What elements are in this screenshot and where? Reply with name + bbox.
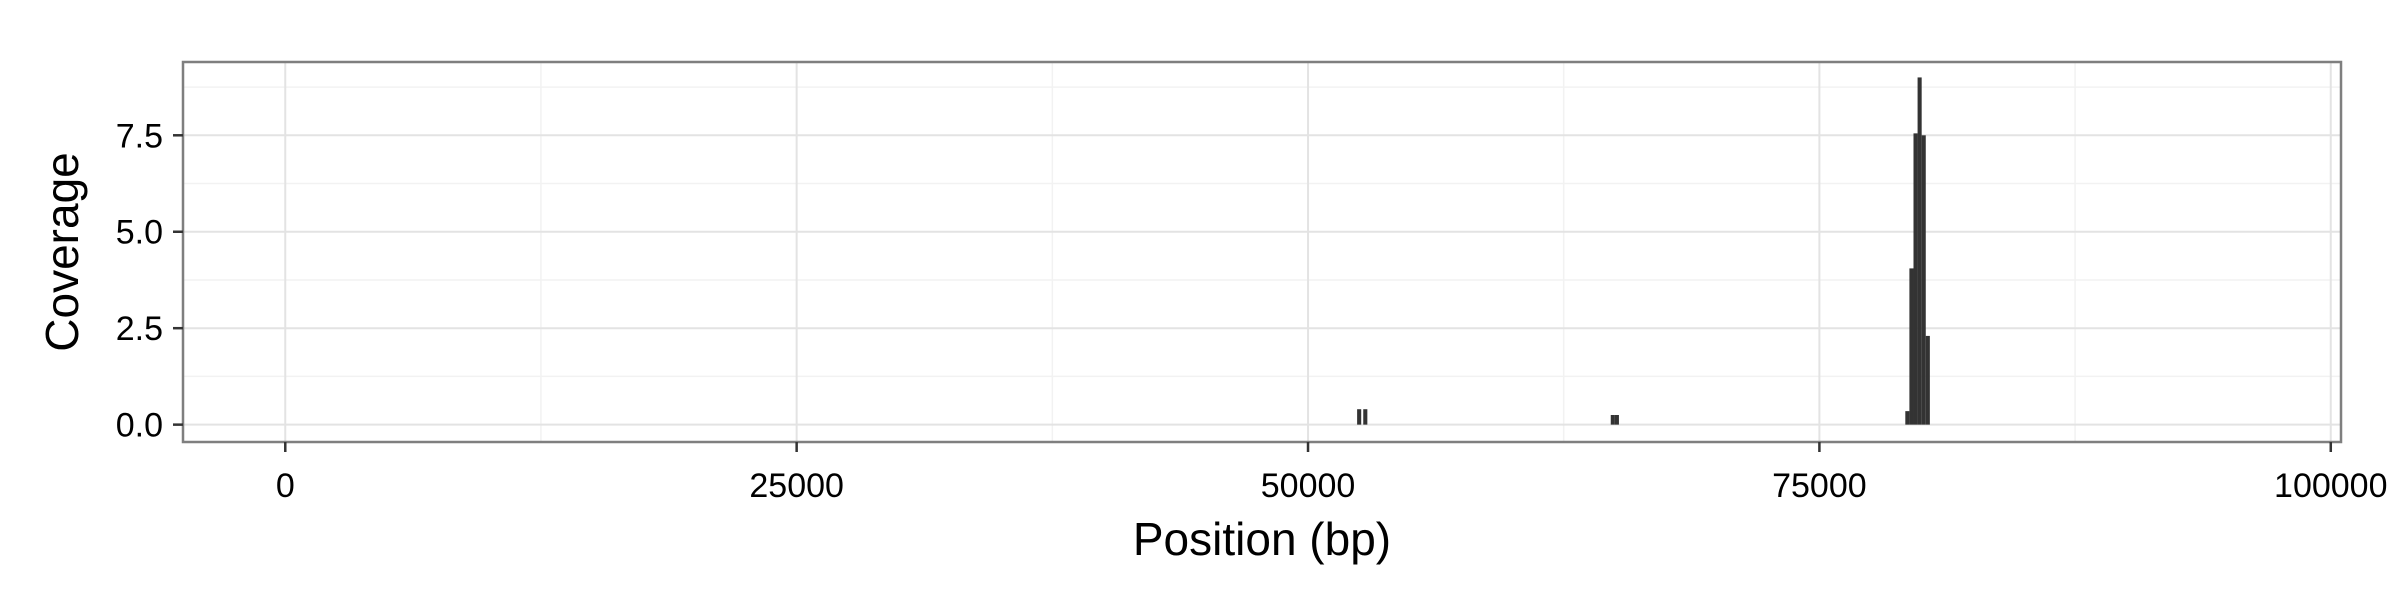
plot-panel — [183, 62, 2341, 442]
y-tick-label: 5.0 — [116, 214, 163, 252]
x-tick-label: 25000 — [749, 467, 844, 505]
y-axis-title: Coverage — [36, 152, 88, 351]
x-tick-label: 75000 — [1772, 467, 1867, 505]
bar-layer — [1357, 77, 1930, 425]
coverage-bar — [1905, 411, 1910, 425]
y-tick-label: 7.5 — [116, 117, 163, 155]
coverage-bar — [1917, 77, 1922, 425]
coverage-bar — [1363, 409, 1368, 425]
coverage-bar — [1357, 409, 1362, 425]
y-tick-label: 2.5 — [116, 310, 163, 348]
coverage-bar — [1610, 414, 1615, 425]
coverage-bar — [1913, 133, 1918, 425]
coverage-bar — [1921, 135, 1926, 425]
coverage-bar — [1925, 335, 1930, 425]
y-tick-label: 0.0 — [116, 407, 163, 445]
plot-border — [181, 60, 2343, 444]
coverage-bar — [1614, 414, 1619, 425]
axis-layer: 0 25000 50000 75000 100000 0.0 2.5 5.0 7.5 — [116, 117, 2388, 505]
x-axis-title: Position (bp) — [1133, 513, 1391, 565]
x-tick-label: 0 — [276, 467, 295, 505]
x-tick-label: 50000 — [1261, 467, 1356, 505]
x-tick-label: 100000 — [2274, 467, 2387, 505]
coverage-bar — [1909, 268, 1914, 425]
grid-layer — [183, 62, 2341, 442]
